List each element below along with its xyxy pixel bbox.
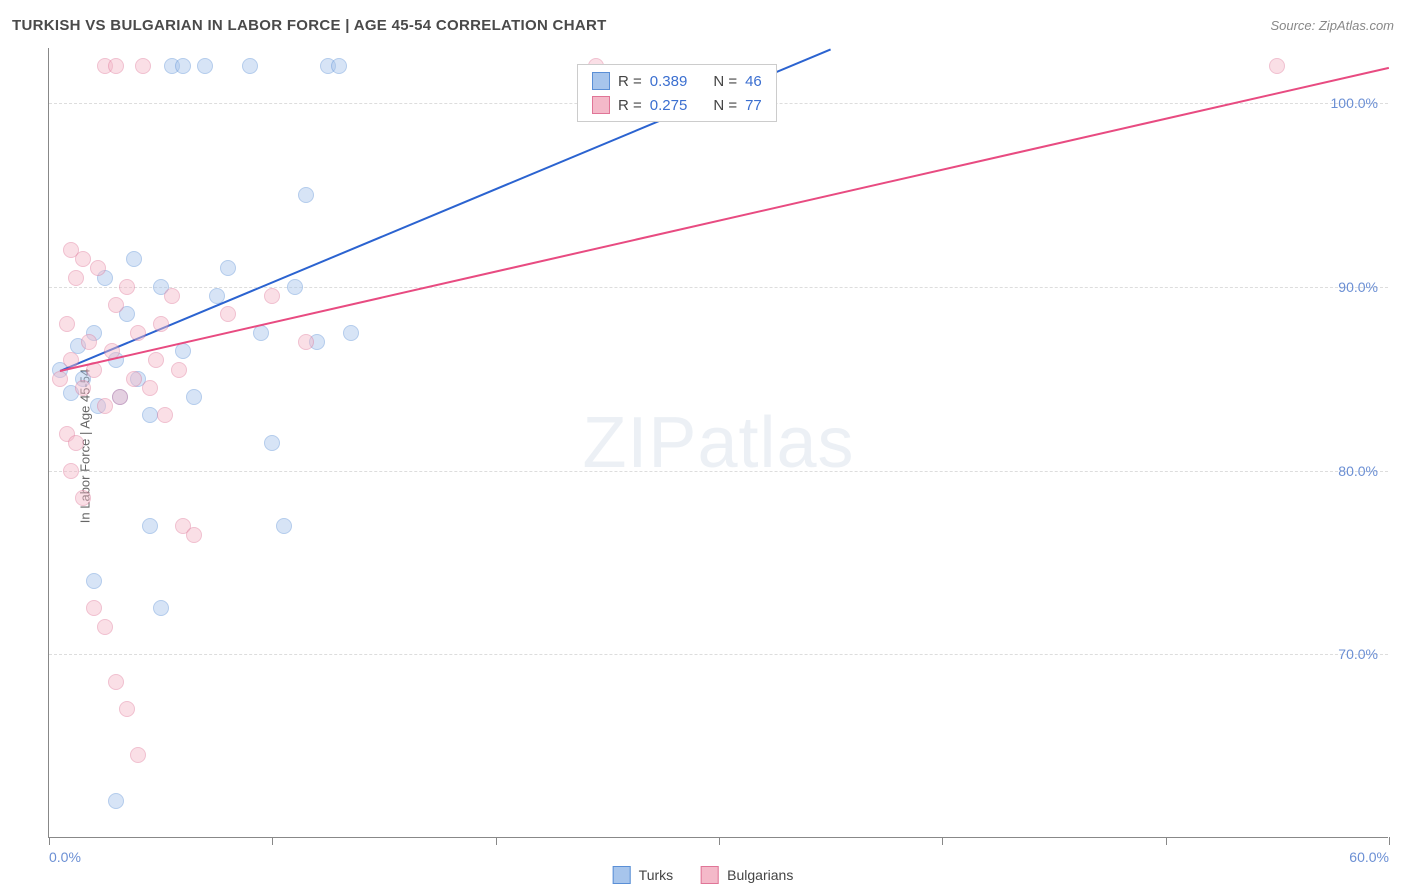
data-point (175, 343, 191, 359)
gridline (49, 654, 1388, 655)
data-point (142, 407, 158, 423)
data-point (126, 251, 142, 267)
x-tick (719, 837, 720, 845)
data-point (197, 58, 213, 74)
data-point (59, 316, 75, 332)
y-tick-label: 80.0% (1338, 463, 1378, 479)
x-tick (1166, 837, 1167, 845)
data-point (276, 518, 292, 534)
stats-swatch (592, 72, 610, 90)
data-point (68, 435, 84, 451)
data-point (75, 490, 91, 506)
stat-r-value: 0.275 (650, 97, 688, 114)
data-point (171, 362, 187, 378)
data-point (63, 463, 79, 479)
data-point (126, 371, 142, 387)
x-tick (272, 837, 273, 845)
data-point (86, 573, 102, 589)
gridline (49, 287, 1388, 288)
legend-item-bulgarians: Bulgarians (701, 866, 793, 884)
data-point (119, 279, 135, 295)
stat-n-value: 77 (745, 97, 762, 114)
y-tick-label: 70.0% (1338, 646, 1378, 662)
chart-legend: Turks Bulgarians (613, 866, 794, 884)
data-point (130, 325, 146, 341)
data-point (112, 389, 128, 405)
x-tick (496, 837, 497, 845)
chart-source: Source: ZipAtlas.com (1270, 18, 1394, 33)
stat-n-label: N = (713, 97, 737, 114)
data-point (52, 371, 68, 387)
gridline (49, 471, 1388, 472)
x-tick (1389, 837, 1390, 845)
stats-row: R = 0.275 N = 77 (578, 93, 776, 117)
y-tick-label: 100.0% (1331, 95, 1378, 111)
data-point (242, 58, 258, 74)
stat-r-label: R = (618, 73, 642, 90)
data-point (135, 58, 151, 74)
data-point (175, 58, 191, 74)
stat-n-label: N = (713, 73, 737, 90)
data-point (264, 288, 280, 304)
stats-swatch (592, 96, 610, 114)
data-point (97, 619, 113, 635)
x-tick-label: 0.0% (49, 849, 81, 865)
data-point (108, 674, 124, 690)
data-point (287, 279, 303, 295)
data-point (220, 306, 236, 322)
data-point (108, 297, 124, 313)
stat-r-label: R = (618, 97, 642, 114)
data-point (157, 407, 173, 423)
data-point (298, 334, 314, 350)
data-point (90, 260, 106, 276)
y-tick-label: 90.0% (1338, 279, 1378, 295)
data-point (86, 600, 102, 616)
data-point (142, 518, 158, 534)
data-point (97, 398, 113, 414)
data-point (298, 187, 314, 203)
data-point (108, 793, 124, 809)
stat-r-value: 0.389 (650, 73, 688, 90)
legend-label-bulgarians: Bulgarians (727, 867, 793, 883)
stats-row: R = 0.389 N = 46 (578, 69, 776, 93)
legend-swatch-turks (613, 866, 631, 884)
data-point (75, 380, 91, 396)
data-point (148, 352, 164, 368)
scatter-plot-area: ZIPatlas 70.0%80.0%90.0%100.0%0.0%60.0%R… (48, 48, 1388, 838)
data-point (331, 58, 347, 74)
legend-item-turks: Turks (613, 866, 673, 884)
data-point (75, 251, 91, 267)
data-point (119, 701, 135, 717)
data-point (186, 527, 202, 543)
x-tick (942, 837, 943, 845)
data-point (186, 389, 202, 405)
data-point (130, 747, 146, 763)
data-point (81, 334, 97, 350)
legend-swatch-bulgarians (701, 866, 719, 884)
data-point (220, 260, 236, 276)
data-point (264, 435, 280, 451)
data-point (343, 325, 359, 341)
data-point (142, 380, 158, 396)
data-point (108, 58, 124, 74)
legend-label-turks: Turks (639, 867, 673, 883)
data-point (153, 316, 169, 332)
x-tick-label: 60.0% (1349, 849, 1389, 865)
chart-header: TURKISH VS BULGARIAN IN LABOR FORCE | AG… (0, 0, 1406, 40)
x-tick (49, 837, 50, 845)
data-point (1269, 58, 1285, 74)
stats-box: R = 0.389 N = 46 R = 0.275 N = 77 (577, 64, 777, 122)
data-point (68, 270, 84, 286)
data-point (153, 600, 169, 616)
chart-title: TURKISH VS BULGARIAN IN LABOR FORCE | AG… (12, 17, 607, 34)
stat-n-value: 46 (745, 73, 762, 90)
data-point (164, 288, 180, 304)
